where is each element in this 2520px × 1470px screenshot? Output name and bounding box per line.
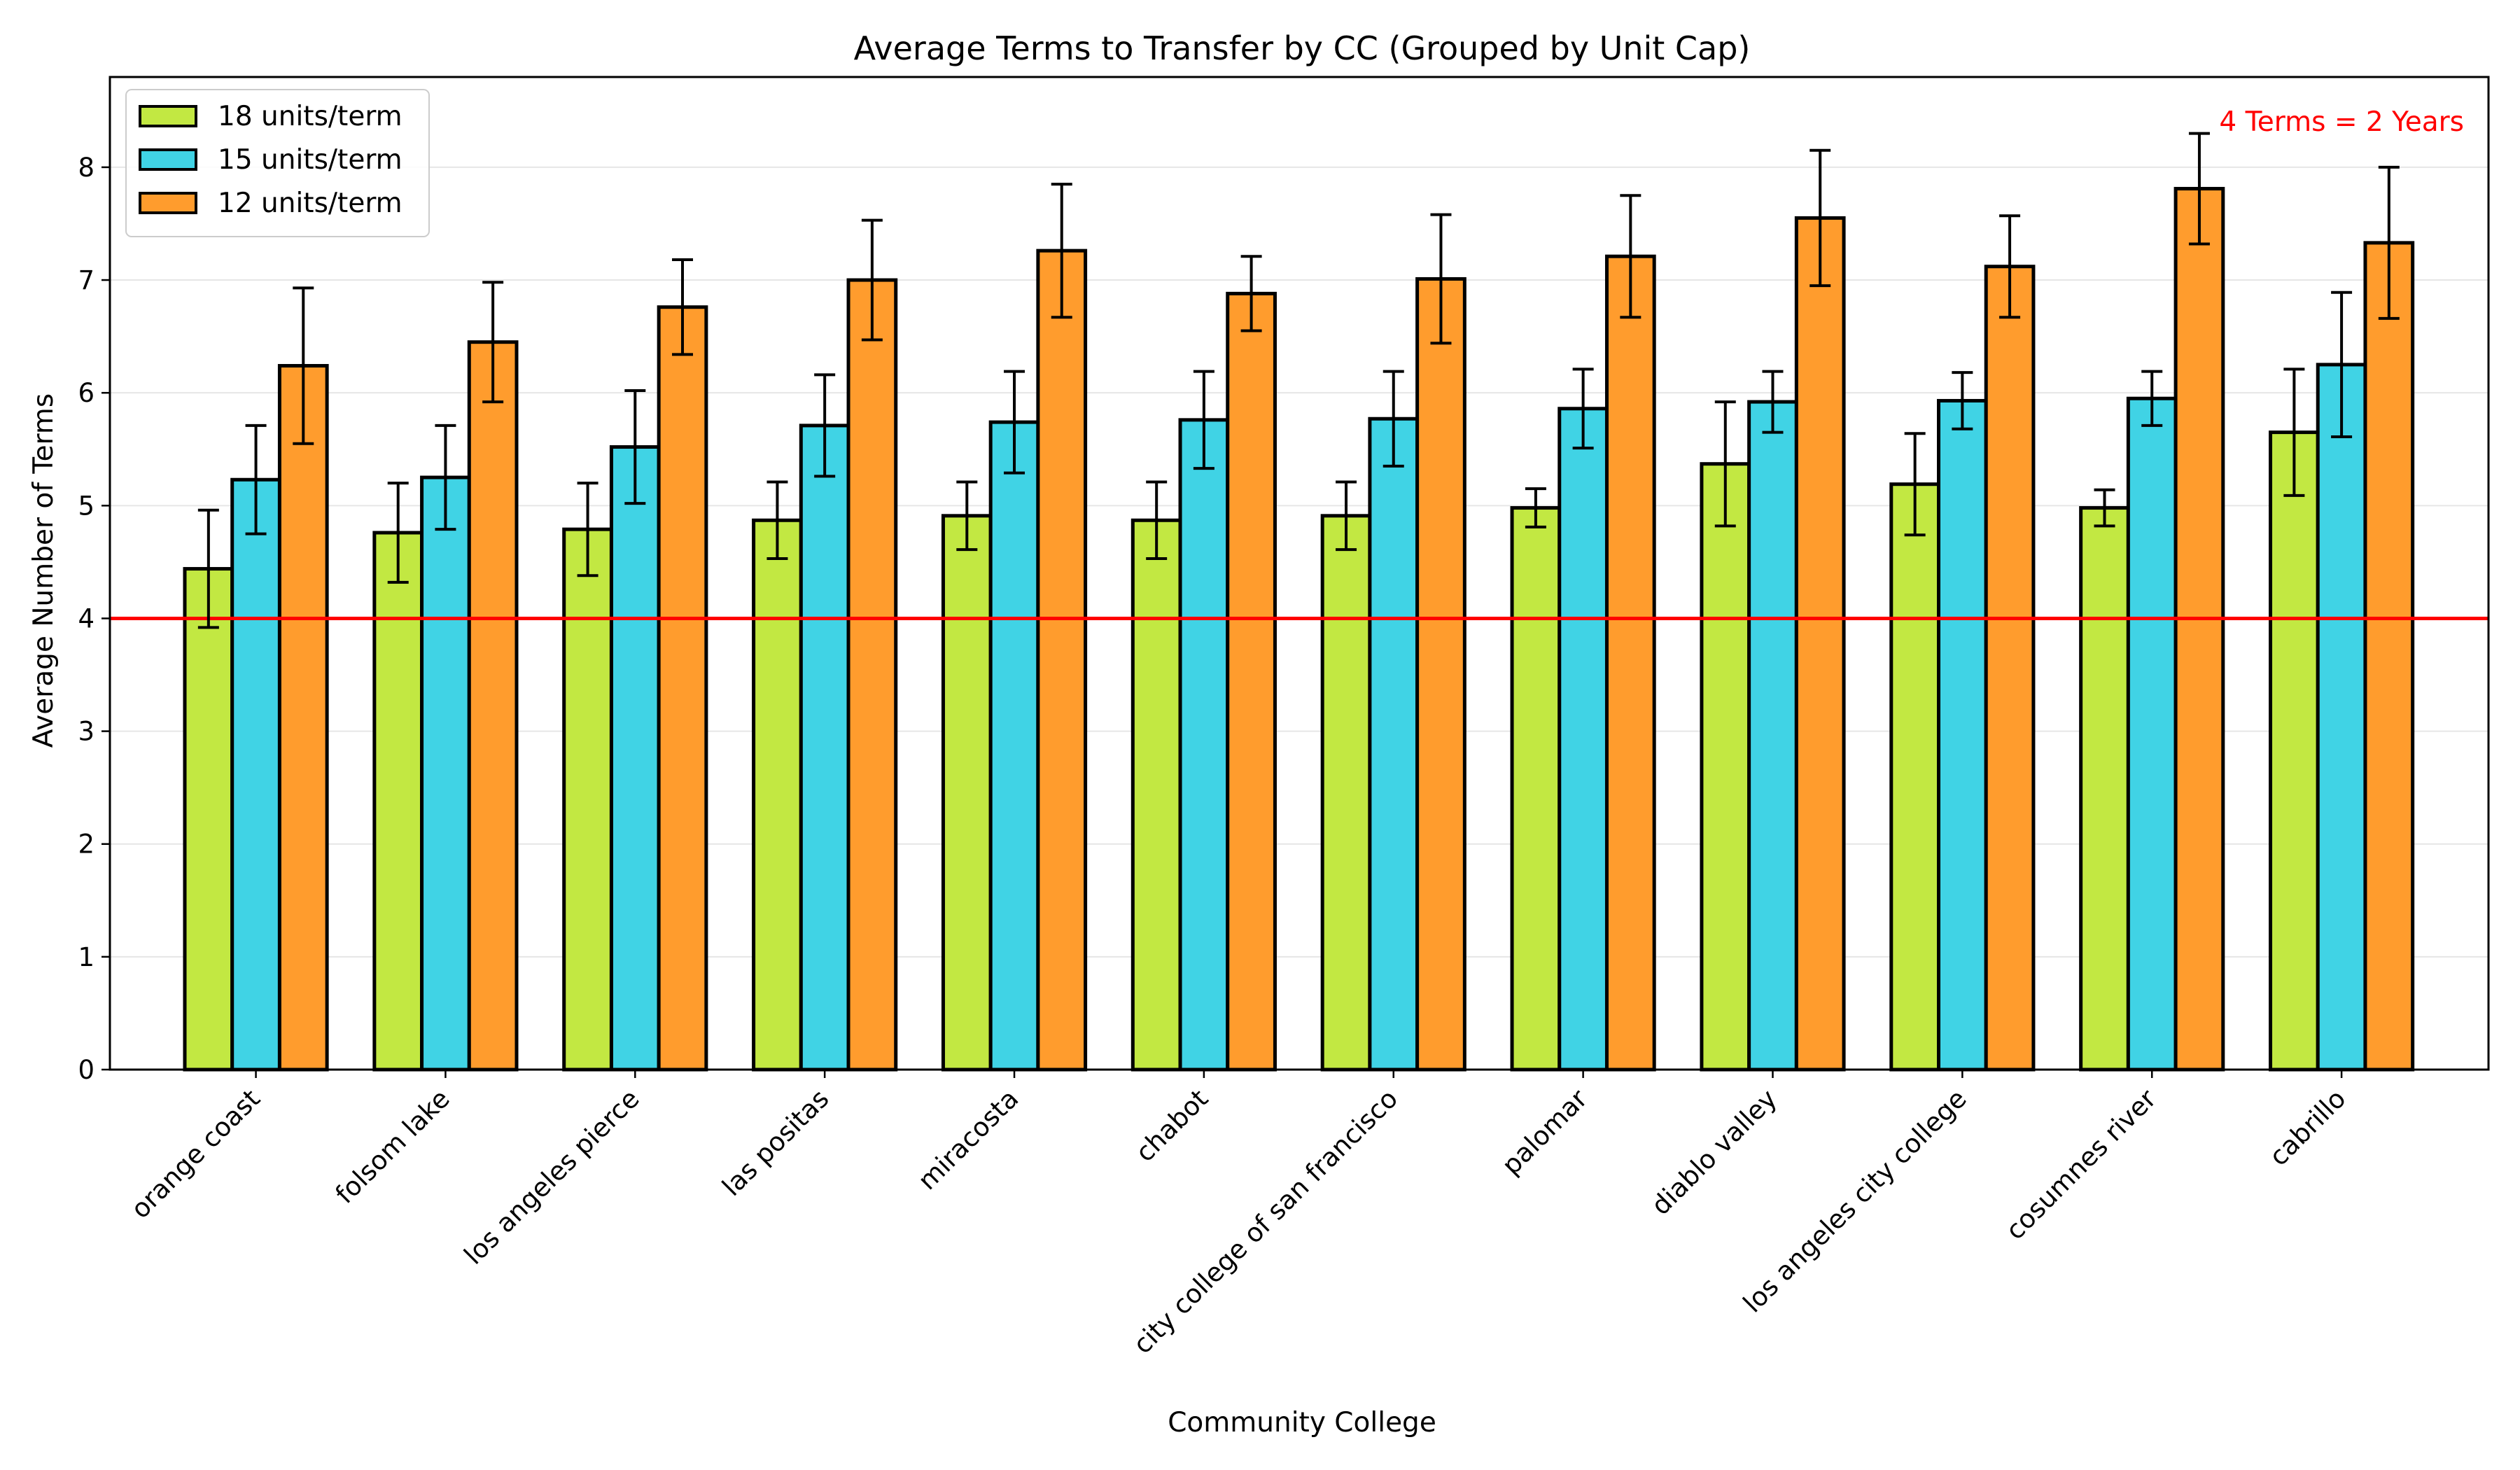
legend-box	[125, 89, 430, 237]
bar	[2126, 396, 2178, 1072]
bar	[1415, 276, 1466, 1072]
bar	[1320, 514, 1372, 1072]
y-tick-label: 4	[78, 603, 94, 634]
reference-line-group: 4 Terms = 2 Years	[110, 106, 2488, 620]
legend-label: 15 units/term	[218, 144, 402, 176]
bar	[420, 475, 471, 1072]
x-tick-label: chabot	[1130, 1084, 1214, 1168]
bar	[277, 364, 329, 1072]
legend-swatch	[139, 148, 197, 171]
bar	[1889, 482, 1940, 1072]
y-axis-ticks: 0 1 2 3 4 5 6 7 8	[78, 153, 110, 1085]
bar	[1558, 407, 1609, 1072]
y-axis-label: Average Number of Terms	[28, 393, 59, 748]
bars	[183, 187, 2415, 1072]
bar	[2363, 241, 2415, 1072]
x-tick-label: los angeles pierce	[458, 1084, 645, 1270]
error-bars	[197, 132, 2400, 629]
bar	[2269, 430, 2320, 1072]
x-tick-label: folsom lake	[330, 1084, 456, 1210]
y-tick-label: 8	[78, 153, 94, 183]
bar	[183, 567, 234, 1072]
bar	[1226, 291, 1277, 1072]
plot-area-frame	[108, 76, 2490, 1071]
legend-label: 12 units/term	[218, 188, 402, 219]
reference-line-label: 4 Terms = 2 Years	[2219, 106, 2464, 138]
bar	[2174, 187, 2225, 1072]
bar	[941, 514, 993, 1072]
y-tick-label: 5	[78, 491, 94, 521]
y-tick-label: 6	[78, 378, 94, 408]
bar	[230, 477, 281, 1072]
bar	[467, 340, 519, 1072]
x-tick-label: diablo valley	[1646, 1084, 1783, 1221]
bar	[372, 531, 424, 1072]
bar	[988, 420, 1040, 1072]
bar	[2316, 363, 2367, 1072]
bar	[1368, 416, 1420, 1072]
legend-label: 18 units/term	[218, 101, 402, 132]
bar	[1700, 462, 1751, 1072]
bar	[1936, 398, 1988, 1072]
bar	[2079, 506, 2130, 1072]
x-tick-label: palomar	[1496, 1083, 1593, 1180]
bar	[657, 305, 708, 1072]
bar	[1036, 248, 1088, 1072]
bar	[1984, 265, 2036, 1072]
bar	[1794, 216, 1846, 1072]
y-tick-label: 1	[78, 942, 94, 972]
legend-swatch	[139, 192, 197, 214]
x-axis-label: Community College	[1168, 1407, 1436, 1438]
bar	[752, 518, 803, 1072]
chart-title: Average Terms to Transfer by CC (Grouped…	[854, 29, 1751, 67]
bar	[562, 527, 613, 1072]
bar	[1747, 400, 1798, 1072]
bar	[609, 445, 661, 1072]
bar	[799, 424, 850, 1072]
legend: 18 units/term 15 units/term 12 units/term	[125, 89, 430, 237]
bar	[846, 278, 898, 1072]
x-tick-label: cabrillo	[2263, 1084, 2351, 1172]
bar	[1604, 254, 1656, 1072]
y-tick-label: 3	[78, 717, 94, 747]
y-tick-label: 2	[78, 830, 94, 860]
y-tick-label: 7	[78, 265, 94, 295]
x-tick-label: cosumnes river	[2000, 1083, 2162, 1245]
x-tick-label: miracosta	[912, 1084, 1024, 1196]
bar	[1510, 506, 1562, 1072]
x-tick-label: los angeles city college	[1737, 1084, 1973, 1319]
x-tick-label: las positas	[716, 1084, 834, 1202]
bar	[1130, 518, 1182, 1072]
legend-swatch	[139, 105, 197, 127]
x-tick-label: orange coast	[125, 1084, 266, 1224]
bar	[1178, 418, 1230, 1072]
y-tick-label: 0	[78, 1055, 94, 1085]
x-axis-ticks: orange coast folsom lake los angeles pierc…	[125, 1070, 2351, 1359]
